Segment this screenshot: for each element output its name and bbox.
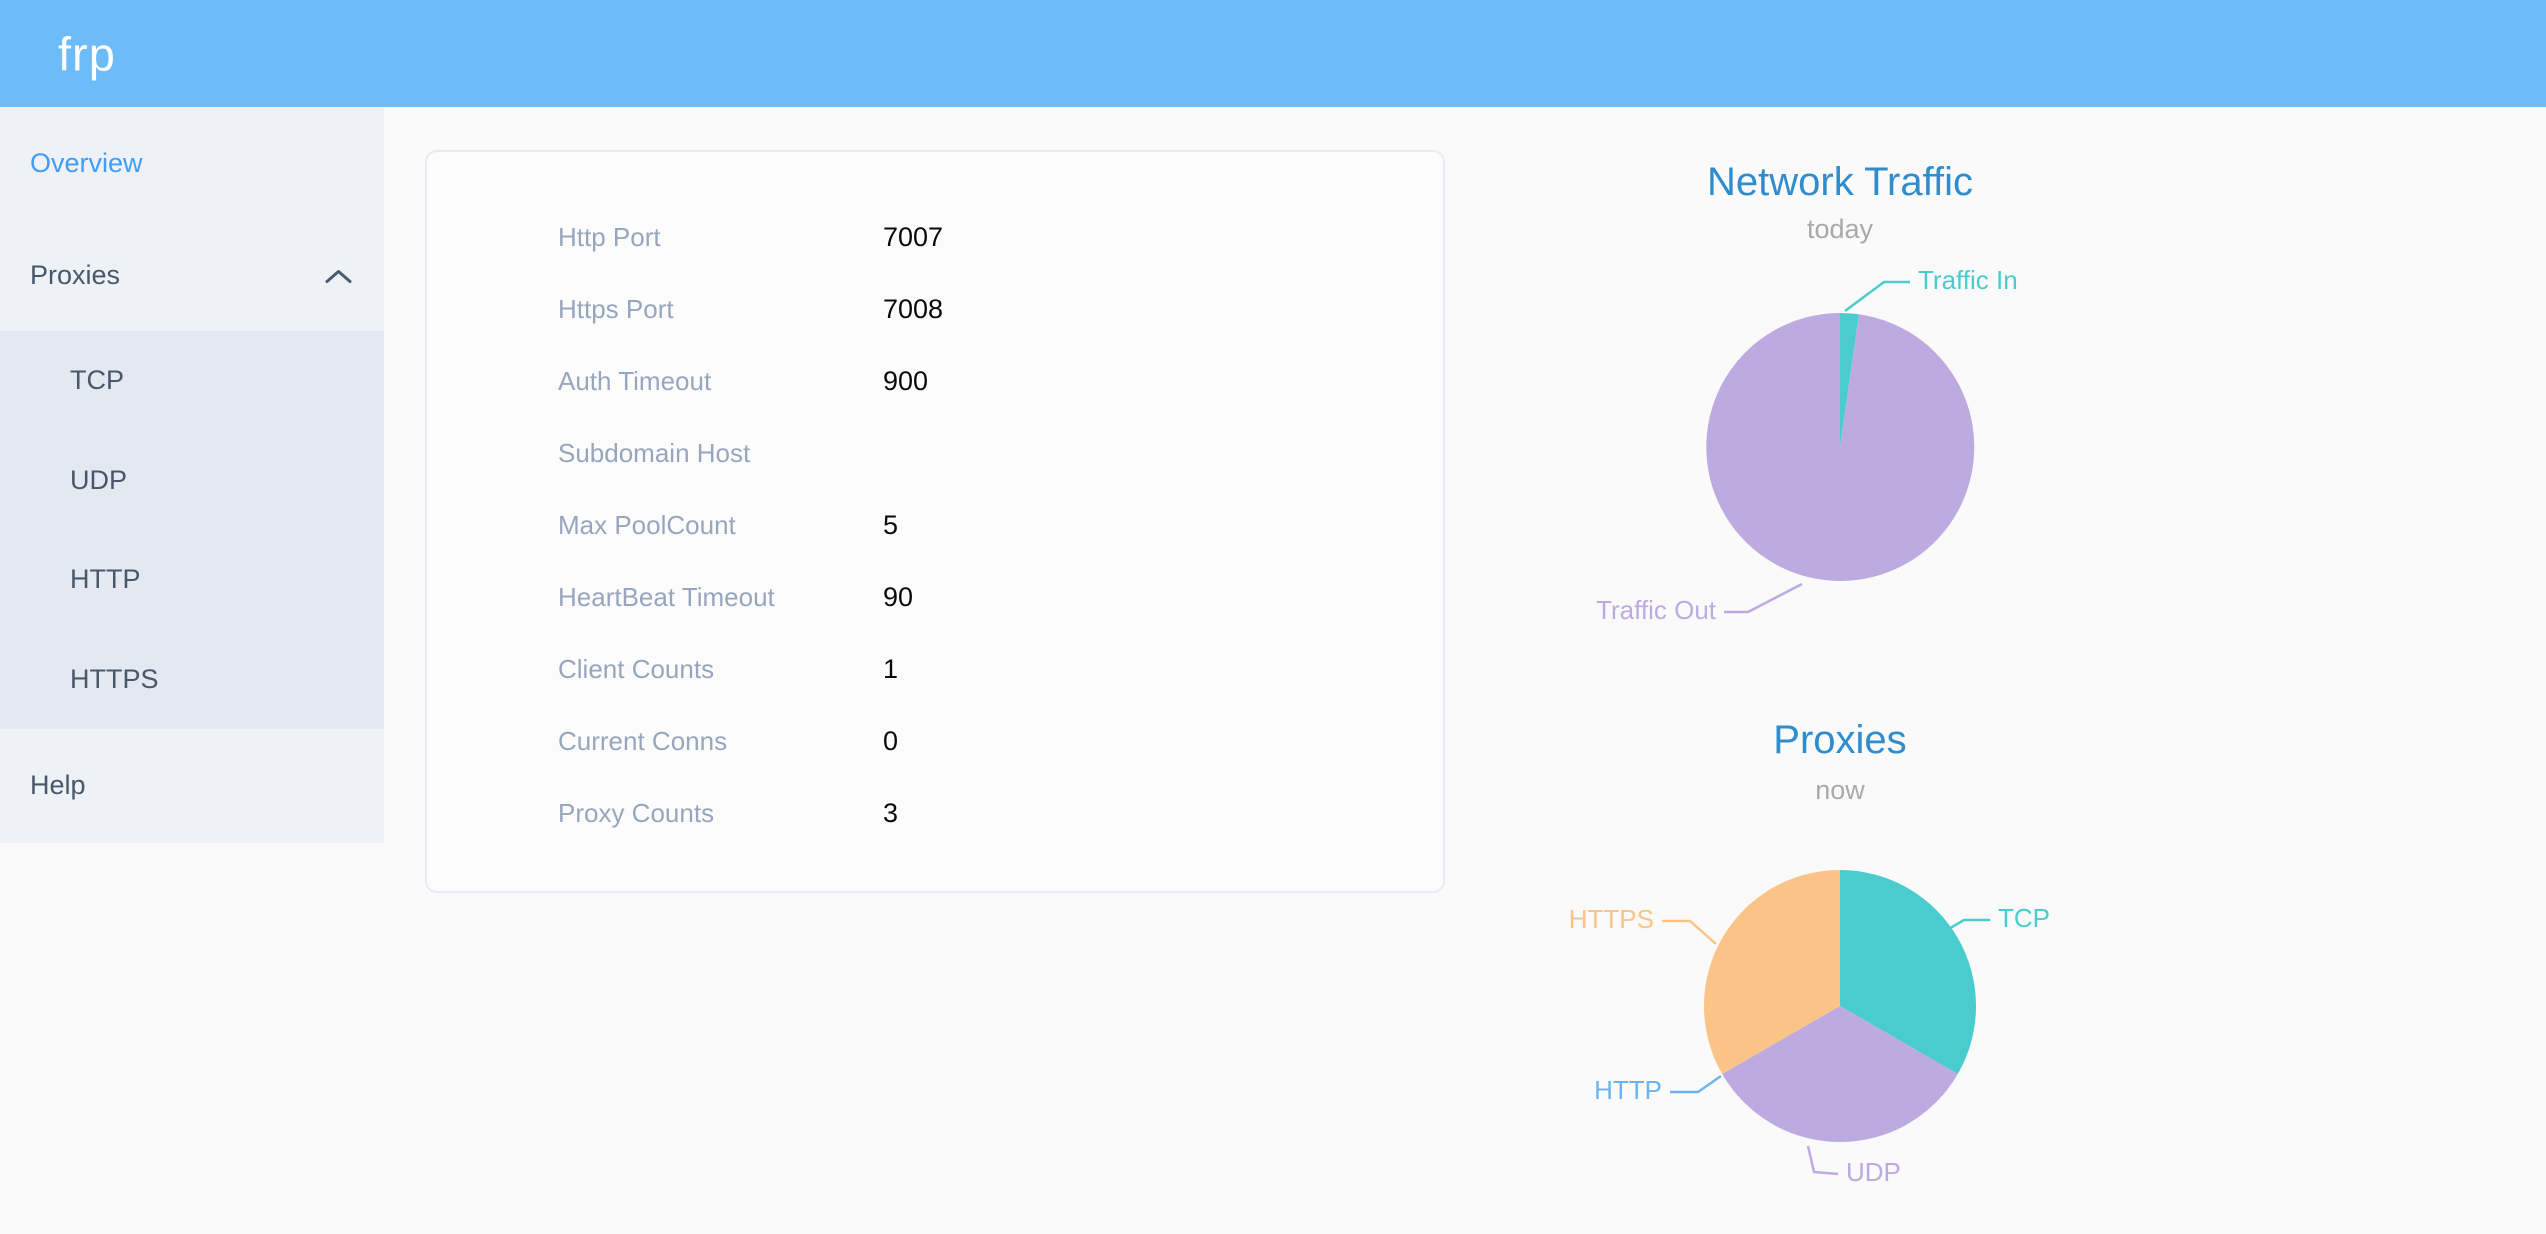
config-label: Https Port (558, 293, 674, 324)
pie-label-traffic-out: Traffic Out (1596, 595, 1717, 625)
config-label: Http Port (558, 221, 661, 252)
proxies-chart-subtitle: now (1815, 775, 1865, 805)
sidebar-item-udp[interactable]: UDP (0, 431, 384, 531)
sidebar-item-tcp[interactable]: TCP (0, 331, 384, 431)
sidebar-item-overview[interactable]: Overview (0, 107, 384, 219)
sidebar-item-tcp-label: TCP (70, 365, 124, 396)
config-row-proxy-counts: Proxy Counts 3 (427, 777, 1443, 849)
sidebar-nav: Overview Proxies TCP UDP HTTP HTTPS Help (0, 107, 384, 843)
config-row-client-counts: Client Counts 1 (427, 633, 1443, 705)
config-value: 5 (883, 509, 899, 540)
config-label: Max PoolCount (558, 509, 736, 540)
sidebar-item-http-label: HTTP (70, 564, 141, 595)
pie-label-traffic-in: Traffic In (1918, 265, 2018, 295)
config-label: Proxy Counts (558, 797, 715, 828)
app-logo: frp (58, 27, 116, 80)
sidebar-item-http[interactable]: HTTP (0, 530, 384, 630)
chevron-up-icon (325, 260, 352, 291)
config-value: 7008 (883, 293, 944, 324)
sidebar-item-https[interactable]: HTTPS (0, 630, 384, 730)
proxies-pie-chart: TCP UDP HTTP HTTPS (1569, 870, 2050, 1187)
pie-label-tcp: TCP (1998, 903, 2050, 933)
config-row-max-poolcount: Max PoolCount 5 (427, 489, 1443, 561)
pie-label-udp: UDP (1846, 1157, 1901, 1187)
pie-slice-udp[interactable] (1722, 1006, 1958, 1143)
config-row-https-port: Https Port 7008 (427, 273, 1443, 345)
pie-slice-tcp[interactable] (1840, 870, 1977, 1074)
sidebar-item-proxies-label: Proxies (30, 259, 121, 290)
pie-label-line-udp (1806, 1145, 1839, 1176)
config-value: 0 (883, 725, 899, 756)
pie-label-line-tcp (1939, 918, 1990, 936)
server-info-card: Http Port 7007 Https Port 7008 Auth Time… (425, 150, 1445, 893)
pie-label-https: HTTPS (1569, 904, 1654, 934)
sidebar-item-help[interactable]: Help (0, 729, 384, 841)
config-label: HeartBeat Timeout (558, 581, 775, 612)
config-row-current-conns: Current Conns 0 (427, 705, 1443, 777)
sidebar-item-overview-label: Overview (30, 147, 143, 178)
pie-slice-traffic-out[interactable] (1706, 313, 1975, 581)
sidebar-item-https-label: HTTPS (70, 663, 159, 694)
config-label: Client Counts (558, 653, 715, 684)
pie-label-line-traffic-out (1724, 582, 1803, 614)
config-value: 1 (883, 653, 899, 684)
config-value: 7007 (883, 221, 944, 252)
sidebar-submenu-proxies: TCP UDP HTTP HTTPS (0, 331, 384, 729)
config-row-auth-timeout: Auth Timeout 900 (427, 345, 1443, 417)
config-label: Subdomain Host (558, 437, 751, 468)
config-row-http-port: Http Port 7007 (427, 201, 1443, 273)
pie-label-line-traffic-in (1844, 280, 1910, 313)
charts-panel: Network Traffic today Traffic In Traffic … (1540, 107, 2140, 1234)
sidebar-item-udp-label: UDP (70, 464, 128, 495)
pie-slice-traffic-in[interactable] (1840, 312, 1859, 447)
sidebar-item-proxies[interactable]: Proxies (0, 219, 384, 331)
config-value: 900 (883, 365, 929, 396)
config-value: 3 (883, 797, 899, 828)
config-row-subdomain-host: Subdomain Host (427, 417, 1443, 489)
pie-slice-https[interactable] (1703, 870, 1840, 1074)
config-label: Current Conns (558, 725, 728, 756)
config-row-heartbeat-timeout: HeartBeat Timeout 90 (427, 561, 1443, 633)
pie-label-line-http (1670, 1074, 1722, 1094)
network-traffic-chart-title: Network Traffic (1707, 160, 1973, 204)
pie-label-line-https (1662, 919, 1717, 945)
pie-label-http: HTTP (1594, 1075, 1662, 1105)
config-label: Auth Timeout (558, 365, 712, 396)
config-value: 90 (883, 581, 914, 612)
proxies-chart-title: Proxies (1773, 718, 1907, 762)
app-header: frp (0, 0, 2546, 107)
sidebar-item-help-label: Help (30, 769, 86, 800)
network-traffic-chart-subtitle: today (1806, 214, 1874, 244)
network-traffic-pie-chart: Traffic In Traffic Out (1596, 265, 2018, 625)
